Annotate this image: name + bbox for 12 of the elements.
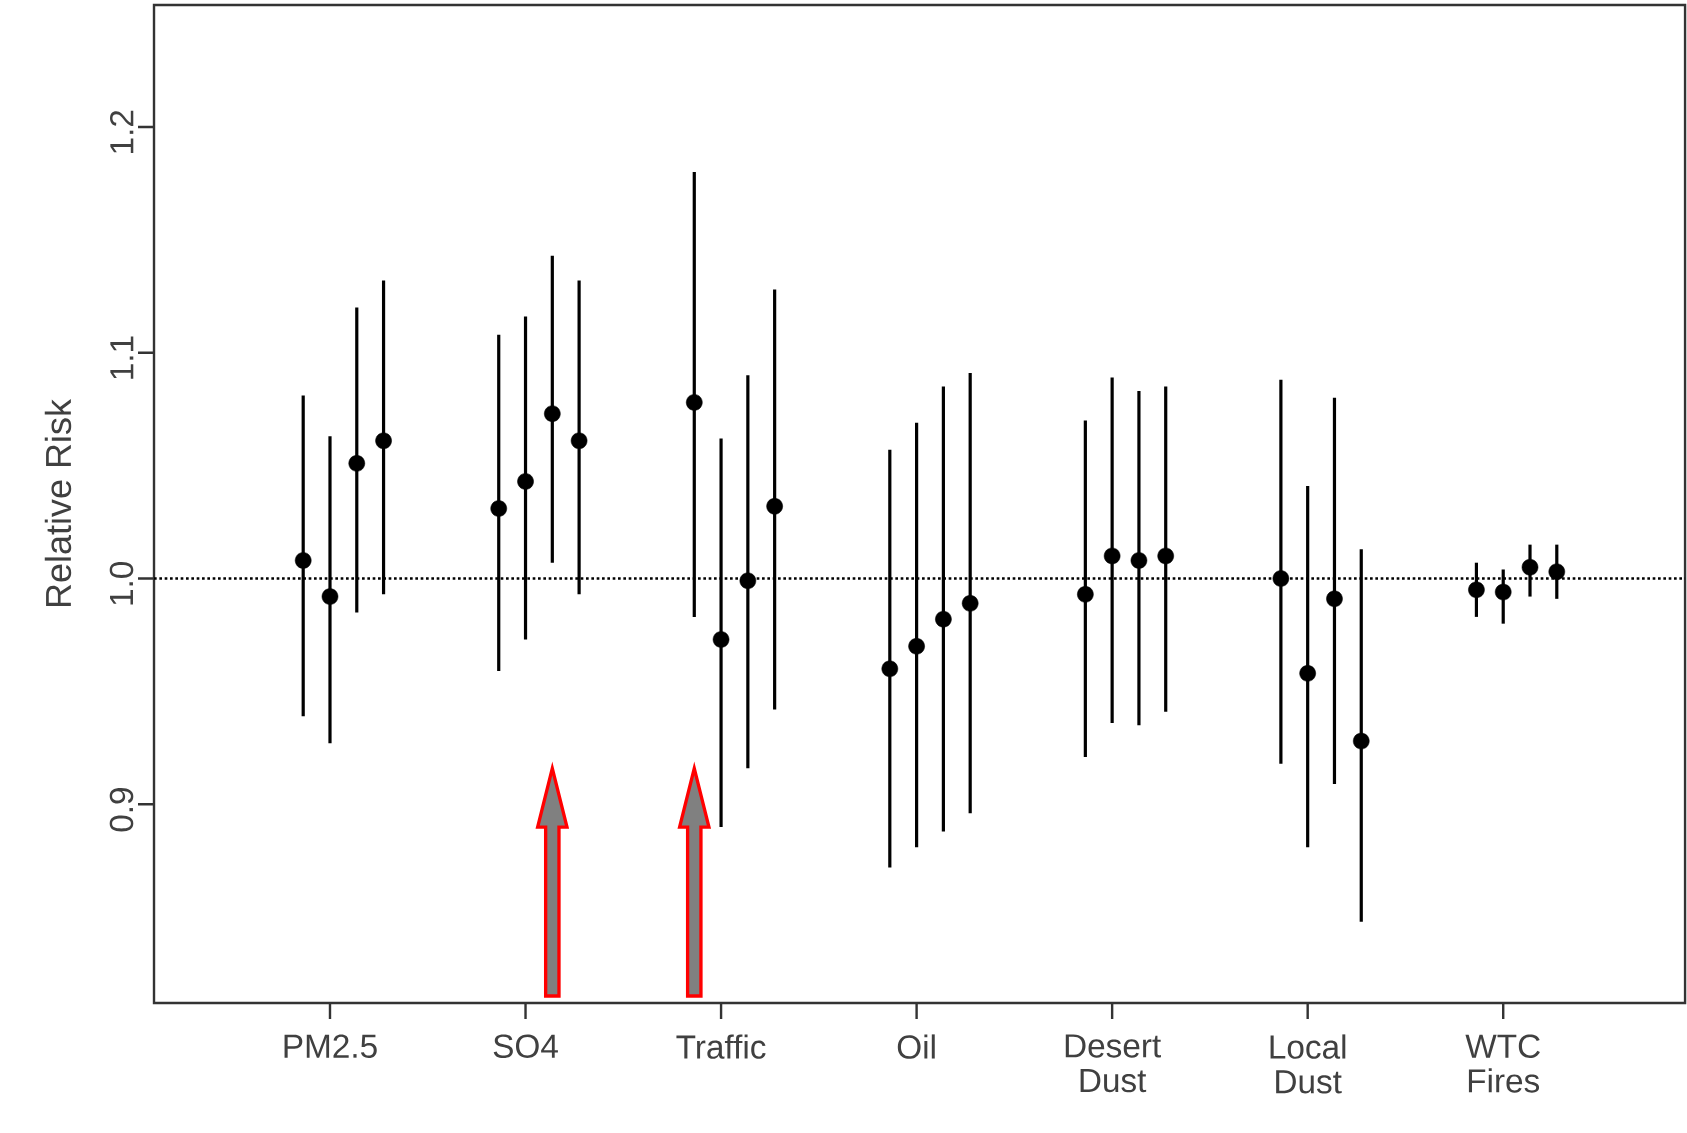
x-tick-label: WTC Fires [1465,1034,1540,1093]
y-tick-label: 0.9 [109,788,134,832]
y-tick-label: 1.2 [110,110,134,153]
x-tick-label: Local Dust [1270,1034,1346,1094]
x-tick-label: PM2.5 [284,1034,377,1058]
x-tick-label: Oil [897,1034,935,1059]
y-tick-label: 1.1 [110,336,134,379]
x-tick-label: Traffic [676,1034,766,1059]
x-tick-label: Desert Dust [1065,1034,1161,1093]
x-tick-label: SO4 [493,1034,558,1058]
y-axis-title: Relative Risk [44,398,72,607]
y-tick-label: 1.0 [109,561,134,605]
